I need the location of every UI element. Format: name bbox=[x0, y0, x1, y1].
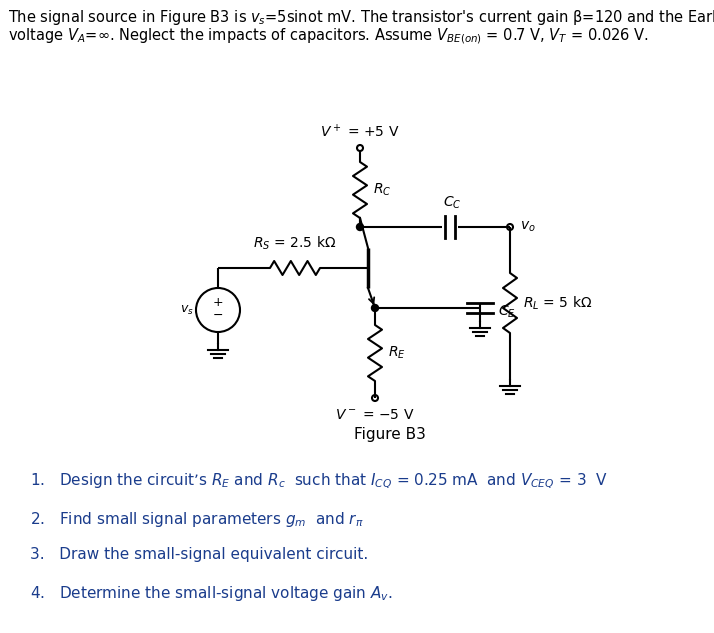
Text: $V^+$ = +5 V: $V^+$ = +5 V bbox=[321, 123, 400, 140]
Text: $V^-$ = −5 V: $V^-$ = −5 V bbox=[336, 408, 415, 422]
Text: $v_s$: $v_s$ bbox=[180, 303, 194, 316]
Circle shape bbox=[371, 304, 378, 311]
Text: $R_L$ = 5 kΩ: $R_L$ = 5 kΩ bbox=[523, 294, 593, 311]
Text: $R_S$ = 2.5 kΩ: $R_S$ = 2.5 kΩ bbox=[253, 235, 336, 252]
Circle shape bbox=[356, 223, 363, 230]
Text: $C_E$: $C_E$ bbox=[498, 304, 516, 320]
Text: −: − bbox=[213, 308, 223, 322]
Text: voltage $V_A$=∞. Neglect the impacts of capacitors. Assume $V_{BE(on)}$ = 0.7 V,: voltage $V_A$=∞. Neglect the impacts of … bbox=[8, 26, 649, 46]
Text: The signal source in Figure B3 is $v_s$=5sinot mV. The transistor's current gain: The signal source in Figure B3 is $v_s$=… bbox=[8, 8, 714, 27]
Text: +: + bbox=[213, 296, 223, 310]
Text: 4.   Determine the small-signal voltage gain $A_v$.: 4. Determine the small-signal voltage ga… bbox=[30, 584, 393, 603]
Text: $C_C$: $C_C$ bbox=[443, 194, 461, 211]
Text: 1.   Design the circuit’s $R_E$ and $R_c$  such that $I_{CQ}$ = 0.25 mA  and $V_: 1. Design the circuit’s $R_E$ and $R_c$ … bbox=[30, 472, 608, 491]
Text: $R_E$: $R_E$ bbox=[388, 345, 406, 361]
Text: 3.   Draw the small-signal equivalent circuit.: 3. Draw the small-signal equivalent circ… bbox=[30, 547, 368, 562]
Text: Figure B3: Figure B3 bbox=[354, 427, 426, 442]
Text: 2.   Find small signal parameters $g_m$  and $r_π$: 2. Find small signal parameters $g_m$ an… bbox=[30, 510, 363, 529]
Text: $v_o$: $v_o$ bbox=[520, 220, 536, 234]
Text: $R_C$: $R_C$ bbox=[373, 182, 391, 198]
